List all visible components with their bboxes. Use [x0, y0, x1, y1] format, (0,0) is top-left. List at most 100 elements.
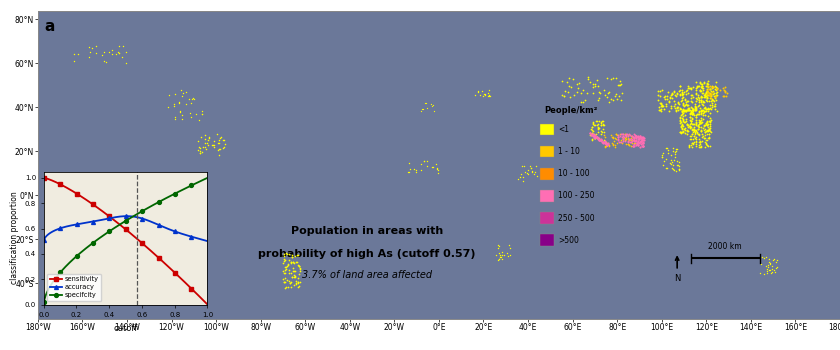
Point — [702, 132, 716, 137]
Point — [689, 108, 702, 113]
Point — [765, 266, 779, 271]
Point — [686, 106, 700, 112]
Point — [687, 139, 701, 145]
accuracy — [173, 231, 183, 235]
Point — [695, 84, 708, 90]
Point — [661, 150, 675, 155]
Point — [591, 134, 604, 140]
Point — [701, 118, 714, 124]
Point — [612, 134, 625, 140]
Point — [701, 88, 714, 94]
Point — [678, 127, 691, 133]
Point — [685, 132, 699, 137]
Point — [598, 144, 612, 149]
Point — [621, 135, 634, 141]
Point — [688, 105, 701, 110]
Point — [713, 88, 727, 93]
Point — [703, 127, 717, 133]
Point — [674, 91, 687, 97]
Point — [632, 142, 645, 147]
Point — [608, 138, 622, 144]
Point — [581, 76, 595, 81]
Point — [621, 136, 634, 141]
Point — [471, 90, 485, 95]
Point — [664, 92, 678, 97]
Point — [669, 92, 682, 98]
Point — [696, 131, 709, 136]
Point — [689, 136, 702, 142]
Point — [690, 121, 703, 127]
Point — [700, 119, 713, 125]
Point — [417, 158, 431, 163]
Point — [187, 97, 201, 102]
Point — [698, 132, 711, 138]
Point — [701, 122, 714, 128]
Point — [595, 137, 608, 143]
Point — [173, 108, 186, 113]
Point — [685, 124, 698, 130]
Point — [680, 128, 694, 133]
Point — [666, 146, 680, 151]
Point — [697, 79, 711, 84]
Point — [682, 144, 696, 150]
Point — [680, 83, 694, 88]
Point — [660, 166, 674, 171]
Point — [217, 145, 230, 151]
Point — [287, 272, 301, 278]
Point — [707, 93, 721, 99]
Point — [654, 107, 667, 113]
Point — [673, 130, 686, 135]
Point — [709, 97, 722, 103]
Point — [706, 84, 720, 90]
Point — [611, 140, 624, 146]
Point — [590, 77, 603, 83]
Point — [591, 134, 604, 140]
Point — [710, 87, 723, 92]
Point — [562, 83, 575, 89]
Point — [517, 174, 530, 180]
Point — [675, 122, 689, 128]
Point — [657, 106, 670, 112]
Point — [695, 94, 708, 99]
Point — [415, 106, 428, 112]
Point — [620, 131, 633, 136]
Point — [706, 97, 720, 103]
Point — [695, 107, 708, 113]
Point — [484, 93, 497, 99]
Point — [557, 93, 570, 99]
Point — [680, 121, 694, 127]
Point — [625, 143, 638, 149]
Point — [585, 132, 598, 138]
Point — [633, 144, 647, 149]
Point — [623, 139, 637, 145]
Point — [86, 45, 99, 50]
Point — [654, 106, 668, 112]
Point — [561, 79, 575, 85]
Point — [586, 131, 600, 137]
Point — [638, 135, 651, 141]
Point — [697, 123, 711, 128]
Point — [762, 264, 775, 270]
Point — [176, 93, 189, 99]
Point — [628, 140, 642, 146]
Point — [694, 120, 707, 125]
Point — [680, 88, 693, 93]
Point — [667, 98, 680, 104]
Point — [697, 108, 711, 114]
Point — [604, 97, 617, 102]
Point — [694, 127, 707, 133]
specifcity — [118, 221, 128, 225]
Point — [686, 129, 700, 135]
Point — [589, 131, 602, 136]
Point — [202, 135, 216, 140]
Point — [630, 139, 643, 144]
Point — [618, 137, 632, 142]
Point — [718, 85, 732, 90]
Point — [609, 142, 622, 148]
Point — [665, 159, 679, 165]
Point — [659, 103, 673, 109]
Point — [692, 97, 706, 103]
Point — [674, 130, 687, 136]
Point — [492, 250, 506, 256]
Point — [698, 135, 711, 141]
